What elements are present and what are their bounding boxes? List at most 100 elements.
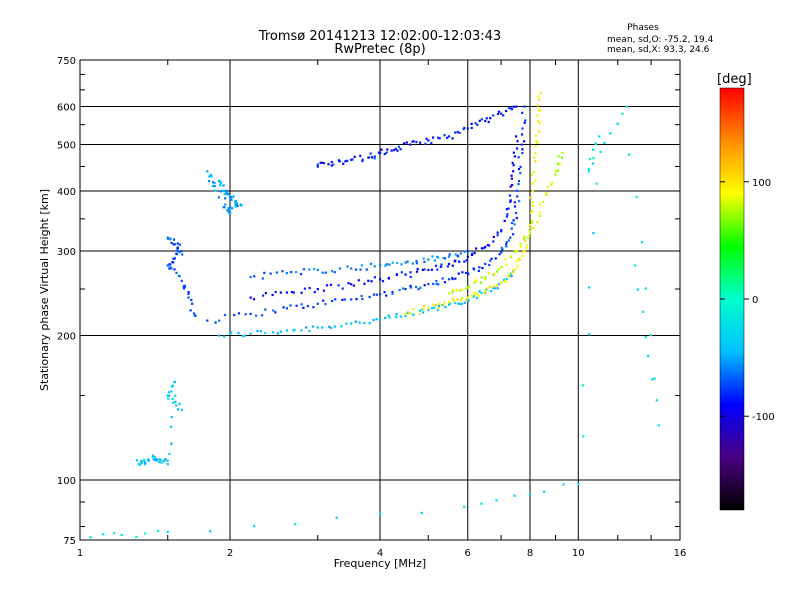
data-point — [475, 296, 478, 300]
data-point — [517, 179, 521, 183]
data-point — [473, 291, 476, 294]
data-point — [588, 158, 592, 161]
data-point — [368, 295, 371, 299]
data-point — [494, 257, 497, 260]
y-tick-label: 400 — [57, 187, 76, 198]
data-point — [460, 302, 463, 306]
data-point — [399, 315, 402, 318]
data-point — [509, 236, 512, 239]
data-point — [180, 408, 183, 412]
data-point — [350, 267, 353, 270]
data-point — [448, 253, 451, 256]
data-point — [530, 221, 533, 224]
data-point — [212, 181, 215, 184]
data-point — [467, 285, 470, 288]
data-point — [490, 289, 493, 293]
data-point — [442, 257, 445, 260]
data-point — [415, 285, 418, 289]
data-point — [505, 109, 508, 113]
data-point — [512, 164, 515, 167]
data-point — [510, 108, 514, 111]
data-point — [140, 460, 143, 463]
data-point — [516, 250, 519, 253]
data-point — [156, 459, 159, 462]
data-point — [463, 301, 466, 304]
data-point — [338, 267, 341, 270]
phase-line-o: mean, sd,O: -75.2, 19.4 — [607, 35, 714, 45]
data-point — [222, 184, 225, 187]
data-point — [531, 219, 534, 222]
data-point — [180, 279, 183, 282]
data-point — [279, 291, 282, 294]
data-point — [476, 292, 479, 296]
data-point — [334, 298, 337, 301]
data-point — [556, 169, 560, 172]
data-point — [350, 298, 353, 301]
data-point — [592, 148, 595, 151]
data-point — [427, 309, 430, 312]
data-point — [302, 268, 305, 271]
data-point — [510, 275, 513, 278]
data-point — [224, 203, 227, 206]
data-point — [387, 277, 390, 280]
data-point — [262, 294, 265, 297]
data-point — [351, 158, 354, 161]
data-point — [463, 126, 466, 129]
data-point — [423, 284, 426, 287]
data-point — [531, 182, 534, 185]
data-point — [379, 318, 382, 321]
data-point — [282, 306, 285, 309]
data-point — [550, 183, 553, 186]
data-point — [511, 161, 514, 164]
data-point — [154, 459, 157, 462]
data-point — [415, 262, 418, 265]
data-point — [534, 152, 537, 155]
data-point — [512, 105, 515, 108]
data-point — [446, 265, 449, 268]
data-point — [480, 291, 483, 295]
data-point — [261, 314, 264, 317]
data-point — [507, 239, 510, 242]
data-point — [500, 228, 503, 232]
data-point — [206, 170, 209, 173]
data-point — [454, 277, 457, 280]
data-point — [396, 149, 399, 152]
data-point — [295, 271, 298, 274]
data-point — [234, 202, 237, 205]
data-point — [480, 118, 483, 121]
data-point — [193, 314, 196, 317]
data-point — [274, 311, 277, 314]
x-tick-label: 2 — [227, 548, 233, 559]
data-point — [470, 122, 473, 125]
data-point — [465, 299, 468, 302]
data-point — [293, 523, 297, 526]
data-point — [404, 312, 407, 315]
data-point — [253, 524, 256, 528]
data-point — [120, 533, 123, 537]
phase-line-x: mean, sd,X: 93.3, 24.6 — [607, 45, 710, 55]
data-point — [182, 287, 186, 290]
data-point — [609, 132, 612, 135]
data-point — [432, 136, 435, 139]
data-point — [379, 152, 382, 155]
data-point — [175, 404, 178, 407]
data-point — [152, 458, 155, 461]
data-point — [316, 165, 319, 168]
data-point — [419, 286, 422, 289]
data-point — [233, 313, 236, 317]
data-point — [454, 253, 457, 256]
data-point — [523, 250, 526, 253]
data-point — [229, 206, 232, 209]
data-point — [529, 232, 532, 235]
data-point — [219, 181, 222, 184]
data-point — [526, 236, 529, 239]
data-point — [559, 163, 562, 166]
data-point — [264, 308, 267, 311]
data-point — [537, 98, 541, 101]
x-tick-label: 1 — [77, 548, 83, 559]
data-point — [135, 459, 138, 462]
data-point — [379, 293, 382, 296]
data-point — [423, 304, 426, 308]
data-point — [209, 530, 212, 533]
data-point — [383, 291, 386, 294]
